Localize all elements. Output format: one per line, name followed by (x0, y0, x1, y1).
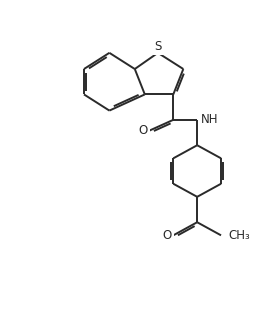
Text: S: S (154, 40, 162, 53)
Text: NH: NH (201, 113, 218, 126)
Text: CH₃: CH₃ (229, 229, 250, 242)
Text: O: O (139, 124, 148, 137)
Text: O: O (163, 229, 172, 242)
